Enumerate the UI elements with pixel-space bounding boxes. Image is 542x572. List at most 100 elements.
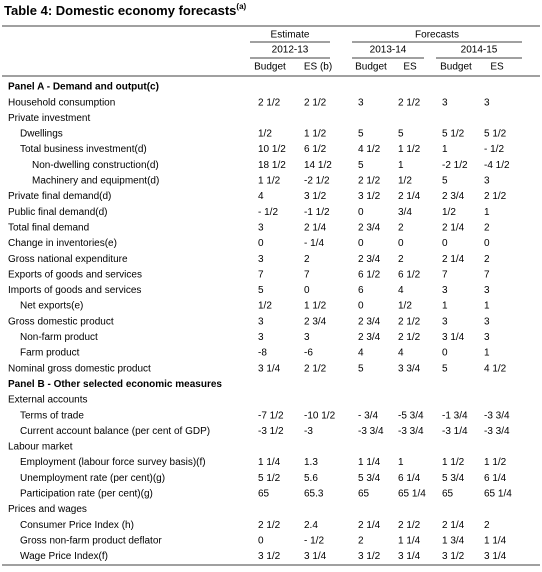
cell: 5 xyxy=(358,129,364,140)
cell: 1 1/2 xyxy=(442,457,465,468)
cell: 3 1/4 xyxy=(442,332,465,343)
row-label: Private investment xyxy=(8,113,90,124)
cell: 0 xyxy=(484,238,490,249)
cell: 2 3/4 xyxy=(358,332,381,343)
cell: 1 xyxy=(484,301,490,312)
cell: -1 1/2 xyxy=(304,207,330,218)
cell: 7 xyxy=(442,269,448,280)
row-label: Total business investment(d) xyxy=(20,144,147,155)
row-label: Participation rate (per cent)(g) xyxy=(20,489,153,500)
panel-title: Panel A - Demand and output(c) xyxy=(8,82,159,93)
cell: 2 3/4 xyxy=(358,316,381,327)
cell: 3 1/2 xyxy=(304,191,327,202)
cell: 2 1/4 xyxy=(442,222,465,233)
cell: -10 1/2 xyxy=(304,410,336,421)
cell: 5 xyxy=(398,129,404,140)
cell: 2 1/2 xyxy=(258,97,281,108)
cell: 1 xyxy=(484,207,490,218)
cell: 3 xyxy=(358,97,364,108)
cell: -3 xyxy=(304,426,313,437)
row-label: Consumer Price Index (h) xyxy=(20,520,134,531)
row-label: Non-farm product xyxy=(20,332,98,343)
row-label: Gross national expenditure xyxy=(8,254,128,265)
cell: 3 xyxy=(258,332,264,343)
cell: -3 1/2 xyxy=(258,426,284,437)
cell: 3 1/2 xyxy=(258,551,281,562)
cell: 1 xyxy=(442,144,448,155)
cell: 0 xyxy=(358,238,364,249)
row-label: Public final demand(d) xyxy=(8,207,108,218)
cell: 1 1/2 xyxy=(398,144,421,155)
row-label: Farm product xyxy=(20,348,80,359)
cell: 4 xyxy=(358,348,364,359)
cell: 1 1/4 xyxy=(358,457,381,468)
cell: 3 1/4 xyxy=(484,551,507,562)
cell: 1 3/4 xyxy=(442,535,465,546)
row-label: Prices and wages xyxy=(8,504,87,515)
cell: 0 xyxy=(258,535,264,546)
row-label: Unemployment rate (per cent)(g) xyxy=(20,473,165,484)
cell: 5 xyxy=(358,363,364,374)
cell: 0 xyxy=(398,238,404,249)
cell: 3 xyxy=(442,285,448,296)
table-title: Table 4: Domestic economy forecasts(a) xyxy=(4,2,247,18)
cell: 1 1/4 xyxy=(484,535,507,546)
cell: 3 xyxy=(442,97,448,108)
row-label: Machinery and equipment(d) xyxy=(32,176,159,187)
cell: 4 xyxy=(258,191,264,202)
cell: 7 xyxy=(258,269,264,280)
panel-title: Panel B - Other selected economic measur… xyxy=(8,379,222,390)
cell: -7 1/2 xyxy=(258,410,284,421)
cell: 3 xyxy=(304,332,310,343)
cell: 1/2 xyxy=(398,176,412,187)
cell: 3 xyxy=(484,97,490,108)
cell: 2 1/2 xyxy=(484,191,507,202)
cell: 0 xyxy=(442,348,448,359)
cell: 2 1/4 xyxy=(442,254,465,265)
cell: 3 1/4 xyxy=(398,551,421,562)
row-label: Gross non-farm product deflator xyxy=(20,535,162,546)
cell: 2 xyxy=(484,222,490,233)
row-label: Dwellings xyxy=(20,129,63,140)
cell: 2 1/2 xyxy=(398,316,421,327)
cell: 1 xyxy=(484,348,490,359)
cell: 5 3/4 xyxy=(442,473,465,484)
cell: 5 1/2 xyxy=(442,129,465,140)
cell: 3 1/4 xyxy=(258,363,281,374)
row-label: Non-dwelling construction(d) xyxy=(32,160,159,171)
cell: 6 1/4 xyxy=(398,473,421,484)
year-header: 2014-15 xyxy=(461,45,498,56)
column-header: Budget xyxy=(355,62,387,73)
cell: 3 xyxy=(258,316,264,327)
row-label: Exports of goods and services xyxy=(8,269,142,280)
cell: 5 1/2 xyxy=(258,473,281,484)
cell: 6 xyxy=(358,285,364,296)
row-label: Household consumption xyxy=(8,97,115,108)
cell: 2 1/4 xyxy=(358,520,381,531)
cell: 65.3 xyxy=(304,489,324,500)
cell: 1 1/2 xyxy=(304,301,327,312)
row-label: Total final demand xyxy=(8,222,89,233)
cell: 2 xyxy=(304,254,310,265)
cell: - 1/2 xyxy=(304,535,324,546)
row-label: Current account balance (per cent of GDP… xyxy=(20,426,210,437)
cell: 10 1/2 xyxy=(258,144,286,155)
cell: 2 1/2 xyxy=(398,520,421,531)
cell: 4 1/2 xyxy=(484,363,507,374)
cell: -3 3/4 xyxy=(484,410,510,421)
cell: -4 1/2 xyxy=(484,160,510,171)
cell: 2 xyxy=(358,535,364,546)
cell: 3 3/4 xyxy=(398,363,421,374)
cell: 5 3/4 xyxy=(358,473,381,484)
cell: 65 xyxy=(258,489,270,500)
cell: 14 1/2 xyxy=(304,160,332,171)
cell: 3 1/2 xyxy=(442,551,465,562)
cell: - 1/4 xyxy=(304,238,324,249)
cell: 2 xyxy=(484,520,490,531)
column-group: Estimate xyxy=(271,30,310,41)
title-text: Table 4: Domestic economy forecasts xyxy=(4,3,236,18)
cell: 18 1/2 xyxy=(258,160,286,171)
cell: 65 xyxy=(358,489,370,500)
cell: 0 xyxy=(258,238,264,249)
cell: 2 3/4 xyxy=(358,254,381,265)
